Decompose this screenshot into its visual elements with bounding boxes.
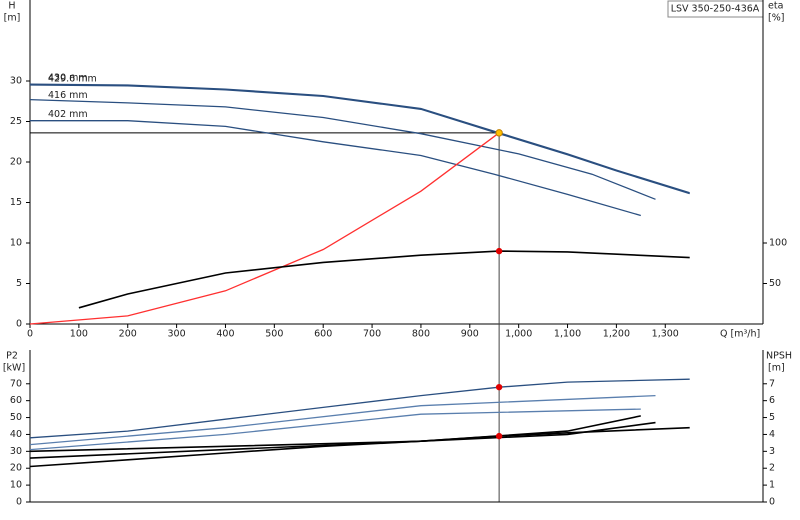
series-line [30, 120, 641, 217]
series-line [29, 83, 690, 194]
y-tick-label: 60 [10, 395, 22, 406]
y2-tick-label: 4 [769, 429, 775, 440]
y2-tick-label: 0 [769, 497, 775, 508]
y-label: P2 [6, 351, 18, 362]
x-tick-label: 1,000 [505, 329, 532, 340]
series-label: 430 mm [48, 73, 88, 84]
y2-label: eta [768, 1, 783, 12]
series-line [29, 378, 690, 439]
y2-tick-label: 1 [769, 480, 775, 491]
y-unit: [kW] [3, 363, 25, 374]
y2-unit: [%] [768, 13, 784, 24]
y-tick-label: 15 [10, 197, 22, 208]
y2-tick-label: 7 [769, 378, 775, 389]
x-tick-label: 900 [461, 329, 479, 340]
series-line [29, 415, 641, 459]
series-line [29, 132, 500, 325]
x-label: Q [m³/h] [720, 329, 760, 340]
x-tick-label: 600 [314, 329, 332, 340]
y-tick-label: 10 [10, 480, 22, 491]
y-tick-label: 25 [10, 116, 22, 127]
y2-tick-label: 6 [769, 395, 775, 406]
x-tick-label: 500 [265, 329, 283, 340]
x-tick-label: 1,200 [603, 329, 630, 340]
x-tick-label: 1,300 [652, 329, 679, 340]
y2-tick-label: 2 [769, 463, 775, 474]
x-tick-label: 400 [216, 329, 234, 340]
x-tick-label: 1,100 [554, 329, 581, 340]
y2-tick-label: 3 [769, 446, 775, 457]
y-tick-label: 0 [16, 497, 22, 508]
y-tick-label: 70 [10, 378, 22, 389]
y2-tick-label: 100 [769, 238, 787, 249]
operating-point [495, 129, 503, 137]
y-tick-label: 30 [10, 76, 22, 87]
x-tick-label: 100 [70, 329, 88, 340]
series-label: 416 mm [48, 90, 88, 101]
y-tick-label: 30 [10, 446, 22, 457]
y2-label: NPSH [766, 351, 792, 362]
series-line [78, 250, 690, 309]
series-label: 402 mm [48, 109, 88, 120]
operating-point [495, 383, 503, 391]
y-tick-label: 40 [10, 429, 22, 440]
x-tick-label: 200 [119, 329, 137, 340]
x-tick-label: 800 [412, 329, 430, 340]
x-tick-label: 700 [363, 329, 381, 340]
series-line [29, 84, 690, 195]
operating-point [495, 247, 503, 255]
y-tick-label: 10 [10, 238, 22, 249]
y-label: H [8, 1, 15, 12]
model-label: LSV 350-250-436A [671, 4, 760, 15]
y-tick-label: 0 [16, 319, 22, 330]
y2-unit: [m] [768, 363, 785, 374]
series-line [29, 426, 690, 468]
y-tick-label: 20 [10, 157, 22, 168]
x-tick-label: 300 [168, 329, 186, 340]
operating-point [495, 432, 503, 440]
series-line [29, 408, 641, 451]
series-label: 429.6 mm [48, 74, 97, 85]
y-tick-label: 50 [10, 412, 22, 423]
y2-tick-label: 50 [769, 278, 781, 289]
y-unit: [m] [4, 13, 21, 24]
y-tick-label: 5 [16, 278, 22, 289]
y2-tick-label: 5 [769, 412, 775, 423]
series-line [29, 394, 656, 446]
x-tick-label: 0 [27, 329, 33, 340]
series-line [29, 98, 656, 200]
y-tick-label: 20 [10, 463, 22, 474]
